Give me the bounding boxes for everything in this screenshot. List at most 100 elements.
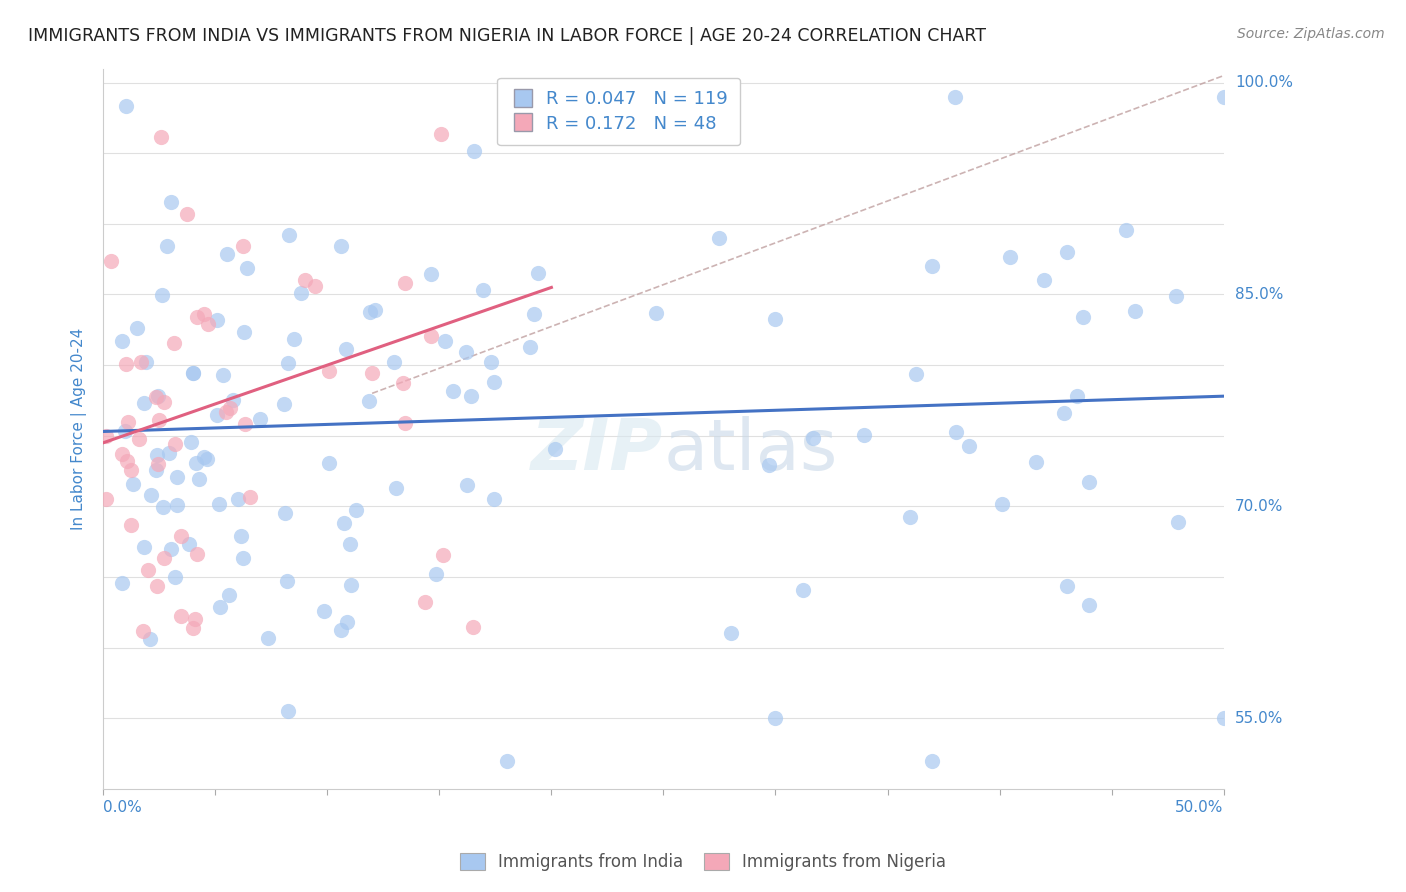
Point bbox=[394, 416, 416, 430]
Point bbox=[1056, 245, 1078, 260]
Text: Source: ZipAtlas.com: Source: ZipAtlas.com bbox=[1237, 27, 1385, 41]
Point bbox=[122, 477, 145, 491]
Point bbox=[1066, 389, 1088, 403]
Point bbox=[166, 498, 188, 512]
Point bbox=[153, 395, 176, 409]
Point bbox=[290, 286, 312, 301]
Point bbox=[233, 417, 256, 431]
Point bbox=[139, 488, 162, 502]
Point bbox=[1123, 304, 1146, 318]
Point bbox=[207, 313, 229, 327]
Point bbox=[274, 506, 297, 520]
Point bbox=[463, 144, 485, 158]
Point bbox=[184, 612, 207, 626]
Point bbox=[1078, 598, 1101, 612]
Point bbox=[114, 425, 136, 439]
Point bbox=[135, 355, 157, 369]
Text: 55.0%: 55.0% bbox=[1234, 711, 1284, 726]
Point bbox=[94, 428, 117, 442]
Point bbox=[125, 321, 148, 335]
Point bbox=[165, 569, 187, 583]
Point bbox=[181, 366, 204, 380]
Point bbox=[1000, 250, 1022, 264]
Point bbox=[257, 631, 280, 645]
Point bbox=[382, 355, 405, 369]
Point bbox=[1025, 455, 1047, 469]
Point bbox=[163, 335, 186, 350]
Point bbox=[226, 491, 249, 506]
Point bbox=[482, 376, 505, 390]
Point bbox=[1115, 222, 1137, 236]
Point bbox=[277, 356, 299, 370]
Point bbox=[146, 457, 169, 471]
Point bbox=[205, 408, 228, 422]
Point bbox=[239, 490, 262, 504]
Point bbox=[709, 231, 731, 245]
Point bbox=[364, 303, 387, 318]
Point bbox=[115, 454, 138, 468]
Point bbox=[214, 405, 236, 419]
Point bbox=[344, 503, 367, 517]
Point bbox=[149, 129, 172, 144]
Point bbox=[1056, 579, 1078, 593]
Point bbox=[479, 355, 502, 369]
Point bbox=[432, 548, 454, 562]
Point bbox=[273, 397, 295, 411]
Point bbox=[222, 392, 245, 407]
Point bbox=[361, 366, 384, 380]
Point bbox=[117, 415, 139, 429]
Point bbox=[1164, 289, 1187, 303]
Point bbox=[1212, 89, 1234, 103]
Point bbox=[176, 206, 198, 220]
Point bbox=[1033, 273, 1056, 287]
Point bbox=[420, 329, 443, 343]
Point bbox=[359, 305, 381, 319]
Text: 85.0%: 85.0% bbox=[1234, 287, 1284, 302]
Point bbox=[425, 566, 447, 581]
Point bbox=[128, 432, 150, 446]
Point bbox=[419, 268, 441, 282]
Point bbox=[278, 227, 301, 242]
Point bbox=[294, 272, 316, 286]
Point bbox=[153, 550, 176, 565]
Point bbox=[132, 396, 155, 410]
Point bbox=[1078, 475, 1101, 489]
Point bbox=[519, 340, 541, 354]
Text: 100.0%: 100.0% bbox=[1234, 75, 1294, 90]
Point bbox=[111, 447, 134, 461]
Point bbox=[898, 510, 921, 524]
Point bbox=[276, 574, 298, 588]
Point bbox=[304, 279, 326, 293]
Point bbox=[394, 276, 416, 290]
Point bbox=[645, 305, 668, 319]
Point bbox=[120, 518, 142, 533]
Point bbox=[1073, 310, 1095, 324]
Point bbox=[312, 604, 335, 618]
Point bbox=[187, 472, 209, 486]
Text: atlas: atlas bbox=[664, 416, 838, 484]
Point bbox=[111, 334, 134, 348]
Point bbox=[184, 456, 207, 470]
Point bbox=[495, 754, 517, 768]
Point bbox=[1053, 405, 1076, 419]
Point bbox=[359, 394, 381, 409]
Point bbox=[186, 547, 208, 561]
Point bbox=[415, 595, 437, 609]
Point bbox=[146, 579, 169, 593]
Point bbox=[209, 599, 232, 614]
Point bbox=[318, 456, 340, 470]
Point bbox=[186, 310, 208, 324]
Point bbox=[146, 389, 169, 403]
Point bbox=[433, 334, 456, 348]
Point bbox=[211, 368, 233, 382]
Point bbox=[335, 342, 357, 356]
Point bbox=[336, 615, 359, 629]
Point bbox=[110, 576, 132, 591]
Point bbox=[853, 428, 876, 442]
Point bbox=[527, 266, 550, 280]
Point bbox=[160, 195, 183, 210]
Text: IMMIGRANTS FROM INDIA VS IMMIGRANTS FROM NIGERIA IN LABOR FORCE | AGE 20-24 CORR: IMMIGRANTS FROM INDIA VS IMMIGRANTS FROM… bbox=[28, 27, 986, 45]
Point bbox=[523, 307, 546, 321]
Point bbox=[132, 624, 155, 638]
Point bbox=[166, 469, 188, 483]
